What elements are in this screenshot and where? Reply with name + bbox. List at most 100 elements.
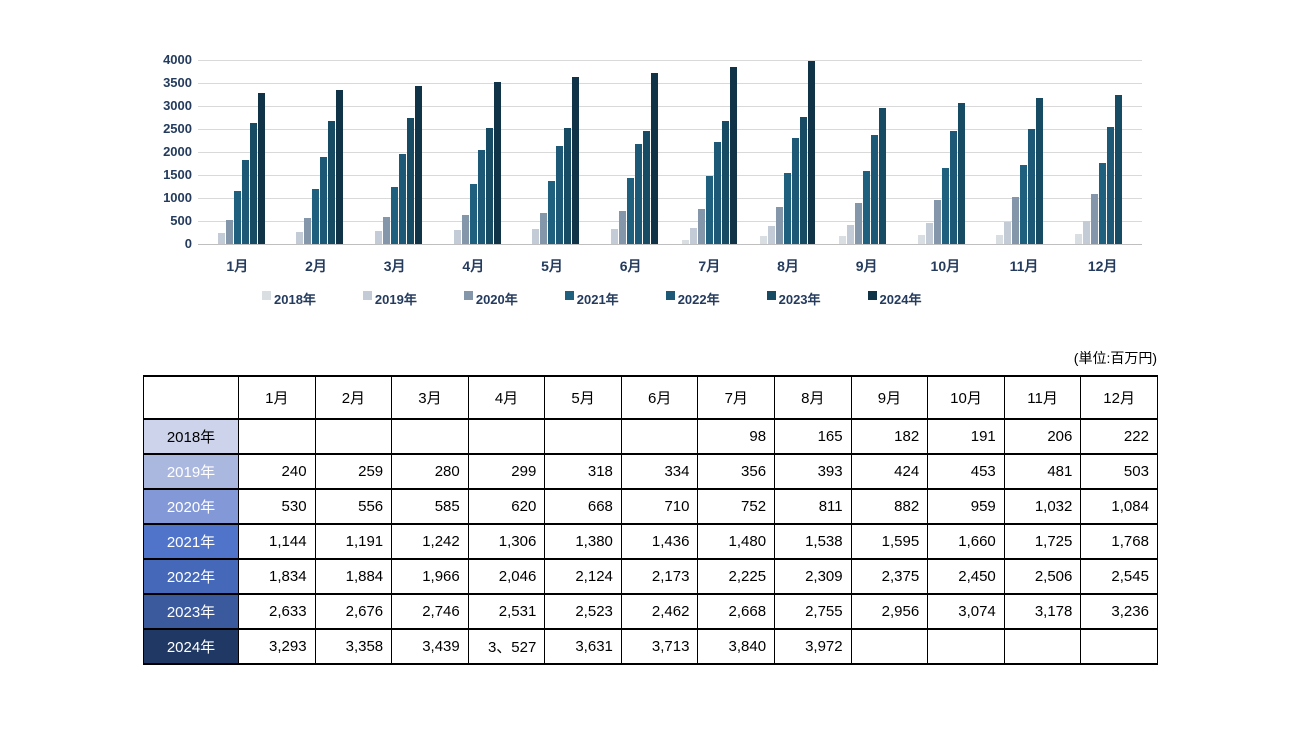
value-cell: 1,538 bbox=[774, 523, 852, 560]
legend-item: 2018年 bbox=[262, 289, 316, 308]
bar bbox=[689, 227, 697, 244]
table-row: 2018年 98 165 182 191 206 222 bbox=[143, 418, 1158, 455]
value-cell: 299 bbox=[467, 453, 546, 490]
value-cell: 2,755 bbox=[774, 593, 852, 630]
y-axis-tick-label: 0 bbox=[184, 236, 192, 251]
bar bbox=[540, 213, 548, 244]
table-corner-cell bbox=[143, 375, 239, 420]
y-axis-tick-label: 2500 bbox=[163, 121, 192, 136]
value-cell: 2,633 bbox=[238, 593, 316, 630]
gridline bbox=[198, 198, 1142, 199]
year-header-cell: 2023年 bbox=[143, 593, 239, 630]
bar bbox=[1107, 126, 1115, 244]
bar bbox=[957, 102, 965, 244]
x-axis-month-label: 10月 bbox=[930, 258, 961, 274]
value-cell: 530 bbox=[238, 488, 316, 525]
value-cell bbox=[850, 628, 929, 665]
bar bbox=[477, 149, 485, 244]
x-axis-month-label: 8月 bbox=[777, 258, 799, 274]
bar bbox=[949, 131, 957, 244]
value-cell: 2,531 bbox=[467, 593, 546, 630]
bar bbox=[721, 121, 729, 244]
value-cell: 2,506 bbox=[1003, 558, 1082, 595]
value-cell: 2,124 bbox=[544, 558, 622, 595]
value-cell: 1,032 bbox=[1003, 488, 1082, 525]
bar bbox=[697, 209, 705, 244]
value-cell: 2,375 bbox=[850, 558, 929, 595]
value-cell: 1,884 bbox=[314, 558, 393, 595]
table-row: 2019年 240 259 280 299 318 334 356 393 424 453 481 50… bbox=[143, 453, 1158, 490]
bar bbox=[399, 153, 407, 244]
value-cell: 1,725 bbox=[1003, 523, 1082, 560]
value-cell: 1,242 bbox=[391, 523, 469, 560]
month-header-cell: 3月 bbox=[391, 375, 469, 420]
value-cell: 3,840 bbox=[697, 628, 776, 665]
value-cell: 3,293 bbox=[238, 628, 316, 665]
table-row: 2020年 530 556 585 620 668 710 752 811 882 959 1,032… bbox=[143, 488, 1158, 525]
value-cell: 3,236 bbox=[1080, 593, 1158, 630]
bar bbox=[627, 177, 635, 244]
value-cell: 240 bbox=[238, 453, 316, 490]
bar bbox=[548, 180, 556, 244]
gridline bbox=[198, 221, 1142, 222]
value-cell bbox=[467, 418, 546, 455]
value-cell: 2,956 bbox=[850, 593, 929, 630]
y-axis-tick-label: 3500 bbox=[163, 75, 192, 90]
year-header-cell: 2022年 bbox=[143, 558, 239, 595]
value-cell: 2,173 bbox=[620, 558, 699, 595]
legend-swatch bbox=[463, 291, 473, 300]
value-cell: 585 bbox=[391, 488, 469, 525]
bar bbox=[564, 127, 572, 244]
value-cell: 752 bbox=[697, 488, 776, 525]
value-cell: 2,450 bbox=[927, 558, 1005, 595]
plot-area bbox=[198, 60, 1142, 245]
value-cell bbox=[314, 418, 393, 455]
value-cell: 3,178 bbox=[1003, 593, 1082, 630]
bar bbox=[485, 127, 493, 244]
bar bbox=[863, 170, 871, 244]
value-cell: 3、527 bbox=[467, 628, 546, 665]
bar bbox=[257, 92, 265, 244]
x-axis-month-label: 4月 bbox=[462, 258, 485, 274]
value-cell: 2,462 bbox=[620, 593, 699, 630]
bar bbox=[643, 130, 651, 244]
value-cell: 1,834 bbox=[238, 558, 316, 595]
x-axis-month-label: 2月 bbox=[305, 258, 327, 274]
value-cell: 556 bbox=[314, 488, 393, 525]
value-cell: 3,972 bbox=[774, 628, 852, 665]
value-cell bbox=[620, 418, 699, 455]
value-cell: 1,380 bbox=[544, 523, 622, 560]
legend-item: 2021年 bbox=[564, 289, 619, 308]
bar bbox=[768, 225, 776, 244]
bar bbox=[635, 144, 643, 244]
bar-group bbox=[985, 60, 1064, 244]
bar bbox=[925, 223, 933, 244]
value-cell: 280 bbox=[391, 453, 469, 490]
legend-label: 2018年 bbox=[274, 292, 316, 307]
table-header-row: 1月 2月 3月 4月 5月 6月 7月 8月 9月 10月 11月 12月 bbox=[143, 375, 1158, 420]
value-cell: 959 bbox=[927, 488, 1005, 525]
value-cell: 2,676 bbox=[314, 593, 393, 630]
bar bbox=[808, 61, 816, 244]
value-cell: 165 bbox=[774, 418, 852, 455]
bar bbox=[556, 146, 564, 244]
value-cell: 191 bbox=[927, 418, 1005, 455]
value-cell: 1,966 bbox=[391, 558, 469, 595]
legend-swatch bbox=[665, 291, 675, 300]
month-header-cell: 1月 bbox=[238, 375, 316, 420]
month-header-cell: 5月 bbox=[544, 375, 622, 420]
chart-legend: 2018年 2019年 2020年 2021年 2022年 2023年 2024年 bbox=[262, 289, 921, 308]
value-cell: 503 bbox=[1080, 453, 1158, 490]
value-cell bbox=[544, 418, 622, 455]
legend-item: 2019年 bbox=[362, 289, 417, 308]
bar bbox=[917, 235, 925, 244]
bar bbox=[784, 173, 792, 244]
value-cell: 334 bbox=[620, 453, 699, 490]
bar-group bbox=[749, 60, 828, 244]
value-cell: 1,084 bbox=[1080, 488, 1158, 525]
bar-group bbox=[277, 60, 356, 244]
monthly-bar-chart: 4000 3500 3000 2500 2000 1500 1000 500 0 1月 2月 3月 4… bbox=[0, 0, 1300, 330]
legend-swatch bbox=[766, 291, 776, 300]
legend-label: 2022年 bbox=[677, 292, 720, 307]
month-header-cell: 6月 bbox=[620, 375, 699, 420]
